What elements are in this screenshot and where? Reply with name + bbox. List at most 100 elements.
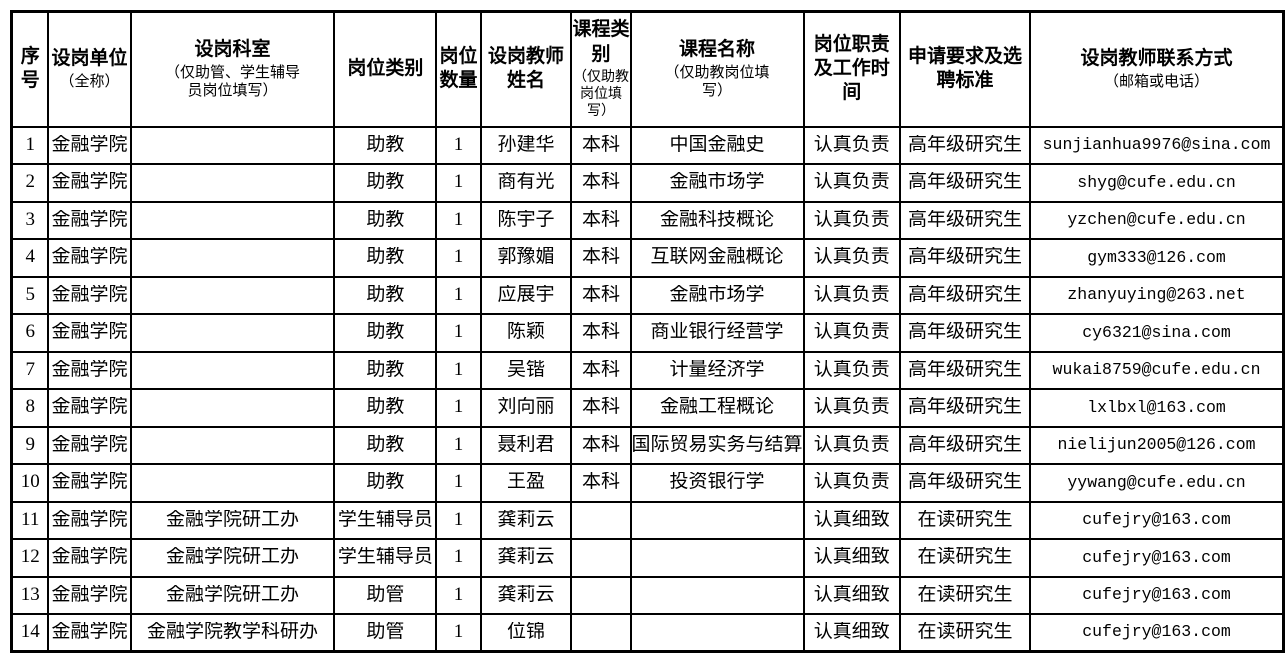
cell-no: 10 bbox=[10, 463, 50, 503]
cell-text: 本科 bbox=[581, 284, 620, 305]
cell-req: 高年级研究生 bbox=[898, 125, 1032, 165]
cell-email: yzchen@cufe.edu.cn bbox=[1029, 200, 1285, 240]
cell-text: 金融学院教学科研办 bbox=[146, 622, 318, 643]
cell-dept: 金融学院研工办 bbox=[129, 575, 336, 615]
cell-text: 3 bbox=[25, 209, 35, 230]
cell-text: 认真负责 bbox=[813, 209, 890, 230]
cell-text: 高年级研究生 bbox=[907, 172, 1022, 193]
cell-text: 认真负责 bbox=[813, 247, 890, 268]
table-body: 1 金融学院 助教 1 孙建华 本科 中国金融史 认真负责 高年级研究生 sunjianhua99… bbox=[10, 125, 1285, 653]
table-row: 4 金融学院 助教 1 郭豫媚 本科 互联网金融概论 认真负责 高年级研究生 gym333@126… bbox=[10, 238, 1285, 278]
cell-cat: 本科 bbox=[570, 200, 632, 240]
cell-text: 8 bbox=[25, 397, 35, 418]
cell-text: 认真负责 bbox=[813, 434, 890, 455]
cell-type: 助教 bbox=[333, 388, 438, 428]
cell-text: 高年级研究生 bbox=[907, 397, 1022, 418]
cell-text: 金融学院 bbox=[51, 209, 128, 230]
cell-dept bbox=[129, 163, 336, 203]
table-row: 7 金融学院 助教 1 吴锴 本科 计量经济学 认真负责 高年级研究生 wukai8759@cuf… bbox=[10, 350, 1285, 390]
header-title: 岗位数量 bbox=[439, 45, 478, 92]
cell-text: 金融学院 bbox=[51, 472, 128, 493]
cell-text: 金融学院 bbox=[51, 284, 128, 305]
cell-req: 高年级研究生 bbox=[898, 275, 1032, 315]
cell-text: 应展宇 bbox=[497, 284, 555, 305]
cell-dept: 金融学院教学科研办 bbox=[129, 613, 336, 653]
cell-qty: 1 bbox=[435, 425, 482, 465]
cell-course bbox=[629, 613, 805, 653]
cell-text: 助管 bbox=[366, 622, 405, 643]
cell-no: 13 bbox=[10, 575, 50, 615]
cell-text: 本科 bbox=[581, 397, 620, 418]
cell-course bbox=[629, 575, 805, 615]
cell-text: 陈颖 bbox=[507, 322, 546, 343]
header-title: 岗位类别 bbox=[347, 58, 424, 80]
header-row: 序号 设岗单位 （全称） 设岗科室 （仅助管、学生辅导员岗位填写） 岗位类别 岗… bbox=[10, 10, 1285, 128]
cell-text: 认真负责 bbox=[813, 172, 890, 193]
cell-text: 金融学院 bbox=[51, 509, 128, 530]
cell-course: 商业银行经营学 bbox=[629, 313, 805, 353]
cell-course bbox=[629, 500, 805, 540]
cell-text: 1 bbox=[453, 509, 464, 530]
cell-text: 1 bbox=[453, 209, 464, 230]
cell-text: 高年级研究生 bbox=[907, 284, 1022, 305]
cell-text: 助教 bbox=[366, 472, 405, 493]
cell-text: 金融市场学 bbox=[669, 172, 765, 193]
cell-unit: 金融学院 bbox=[47, 313, 132, 353]
cell-req: 高年级研究生 bbox=[898, 350, 1032, 390]
cell-text: 认真细致 bbox=[813, 584, 890, 605]
header-subtitle: （邮箱或电话） bbox=[1104, 74, 1210, 91]
cell-email: cufejry@163.com bbox=[1029, 613, 1285, 653]
header-type: 岗位类别 bbox=[333, 10, 438, 128]
cell-text: 10 bbox=[20, 472, 40, 493]
cell-req: 高年级研究生 bbox=[898, 238, 1032, 278]
cell-type: 学生辅导员 bbox=[333, 500, 438, 540]
cell-dept bbox=[129, 425, 336, 465]
cell-text: 计量经济学 bbox=[669, 359, 765, 380]
cell-cat bbox=[570, 538, 632, 578]
cell-email: cufejry@163.com bbox=[1029, 500, 1285, 540]
cell-text: 位锦 bbox=[507, 622, 546, 643]
cell-teacher: 刘向丽 bbox=[479, 388, 573, 428]
cell-no: 11 bbox=[10, 500, 50, 540]
cell-text: 金融学院 bbox=[51, 247, 128, 268]
cell-qty: 1 bbox=[435, 388, 482, 428]
cell-type: 助教 bbox=[333, 275, 438, 315]
cell-text: 认真细致 bbox=[813, 547, 890, 568]
cell-text: cufejry@163.com bbox=[1082, 623, 1231, 642]
cell-text: lxlbxl@163.com bbox=[1087, 398, 1226, 417]
cell-dept bbox=[129, 463, 336, 503]
cell-text: 认真负责 bbox=[813, 322, 890, 343]
cell-unit: 金融学院 bbox=[47, 350, 132, 390]
cell-text: 聂利君 bbox=[497, 434, 555, 455]
cell-unit: 金融学院 bbox=[47, 613, 132, 653]
cell-text: yywang@cufe.edu.cn bbox=[1067, 473, 1246, 492]
cell-text: 投资银行学 bbox=[669, 472, 765, 493]
cell-text: 金融学院研工办 bbox=[165, 547, 299, 568]
cell-text: 学生辅导员 bbox=[337, 509, 433, 530]
cell-req: 高年级研究生 bbox=[898, 425, 1032, 465]
cell-text: 认真负责 bbox=[813, 359, 890, 380]
cell-course: 投资银行学 bbox=[629, 463, 805, 503]
header-subtitle: （仅助教岗位填写） bbox=[572, 69, 629, 120]
cell-cat: 本科 bbox=[570, 463, 632, 503]
cell-text: 在读研究生 bbox=[917, 509, 1013, 530]
cell-text: 本科 bbox=[581, 247, 620, 268]
cell-no: 12 bbox=[10, 538, 50, 578]
cell-no: 4 bbox=[10, 238, 50, 278]
cell-course: 金融市场学 bbox=[629, 163, 805, 203]
cell-text: zhanyuying@263.net bbox=[1067, 286, 1246, 305]
cell-text: 金融学院 bbox=[51, 359, 128, 380]
cell-duty: 认真负责 bbox=[802, 425, 901, 465]
table-row: 5 金融学院 助教 1 应展宇 本科 金融市场学 认真负责 高年级研究生 zhanyuying@2… bbox=[10, 275, 1285, 315]
cell-duty: 认真负责 bbox=[802, 163, 901, 203]
cell-text: 4 bbox=[25, 247, 35, 268]
position-roster-table: 序号 设岗单位 （全称） 设岗科室 （仅助管、学生辅导员岗位填写） 岗位类别 岗… bbox=[10, 10, 1285, 653]
cell-no: 2 bbox=[10, 163, 50, 203]
cell-email: wukai8759@cufe.edu.cn bbox=[1029, 350, 1285, 390]
cell-text: 国际贸易实务与结算 bbox=[631, 434, 803, 455]
cell-duty: 认真细致 bbox=[802, 575, 901, 615]
cell-qty: 1 bbox=[435, 238, 482, 278]
cell-text: 金融学院 bbox=[51, 397, 128, 418]
cell-req: 高年级研究生 bbox=[898, 163, 1032, 203]
